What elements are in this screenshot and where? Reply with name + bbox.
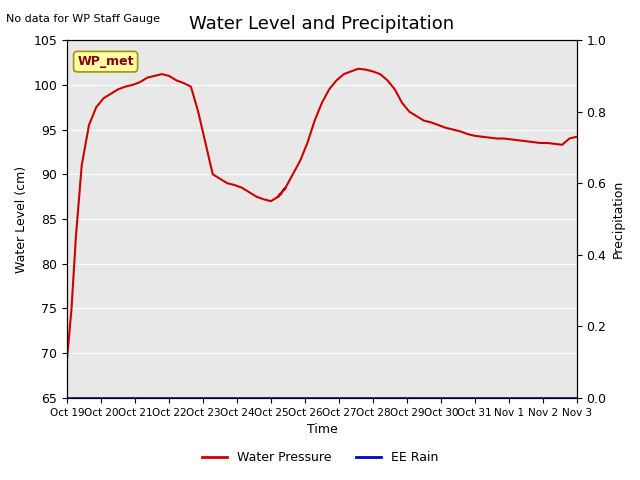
X-axis label: Time: Time (307, 423, 337, 436)
Y-axis label: Precipitation: Precipitation (612, 180, 625, 258)
Title: Water Level and Precipitation: Water Level and Precipitation (189, 15, 454, 33)
Y-axis label: Water Level (cm): Water Level (cm) (15, 166, 28, 273)
Text: No data for WP Staff Gauge: No data for WP Staff Gauge (6, 14, 161, 24)
Text: WP_met: WP_met (77, 55, 134, 68)
Legend: Water Pressure, EE Rain: Water Pressure, EE Rain (196, 446, 444, 469)
